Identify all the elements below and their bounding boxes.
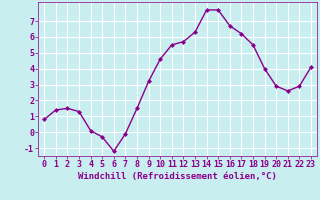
- X-axis label: Windchill (Refroidissement éolien,°C): Windchill (Refroidissement éolien,°C): [78, 172, 277, 181]
